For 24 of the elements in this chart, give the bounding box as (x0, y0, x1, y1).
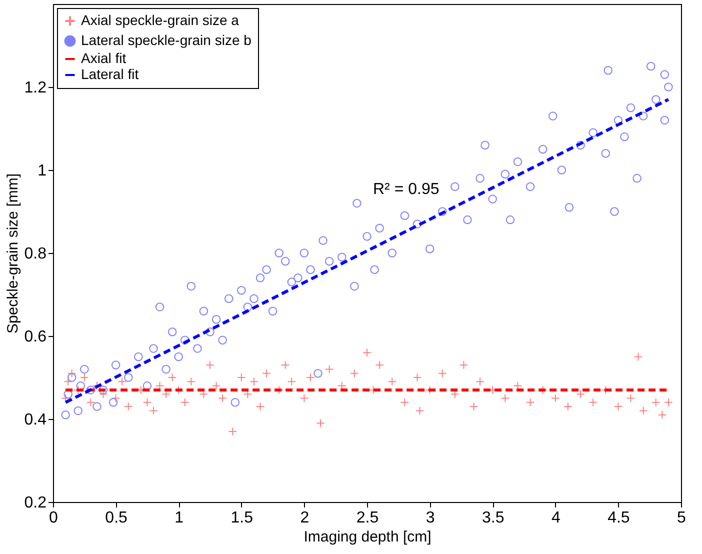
x-tick-label: 2 (300, 510, 310, 526)
y-tick-label: 0.2 (24, 494, 47, 512)
legend-label: Lateral fit (81, 66, 139, 82)
legend-label: Axial speckle-grain size a (81, 12, 240, 28)
legend-label: Axial fit (81, 50, 126, 66)
y-tick-label: 1.2 (24, 80, 47, 96)
y-tick-label: 0.6 (24, 328, 47, 346)
y-tick-label: 0.8 (24, 246, 47, 262)
x-tick-label: 0 (49, 510, 58, 526)
y-axis-title: Speckle-grain size [mm] (4, 173, 22, 334)
y-tick-label: 0.4 (24, 412, 47, 428)
x-tick-label: 0.5 (105, 510, 128, 526)
x-tick-label: 3.5 (482, 510, 504, 526)
x-tick-label: 4 (551, 510, 560, 526)
x-tick-label: 5 (677, 510, 686, 526)
legend-label: Lateral speckle-grain size b (81, 32, 252, 48)
y-tick-label: 1 (38, 162, 47, 180)
x-tick-label: 2.5 (356, 510, 379, 526)
x-tick-label: 1.5 (230, 510, 254, 526)
x-axis-title: Imaging depth [cm] (304, 528, 432, 546)
x-tick-label: 3 (426, 510, 435, 526)
x-tick-label: 4.5 (608, 510, 630, 526)
annotation: R² = 0.95 (373, 181, 440, 198)
x-tick-label: 1 (174, 510, 184, 526)
